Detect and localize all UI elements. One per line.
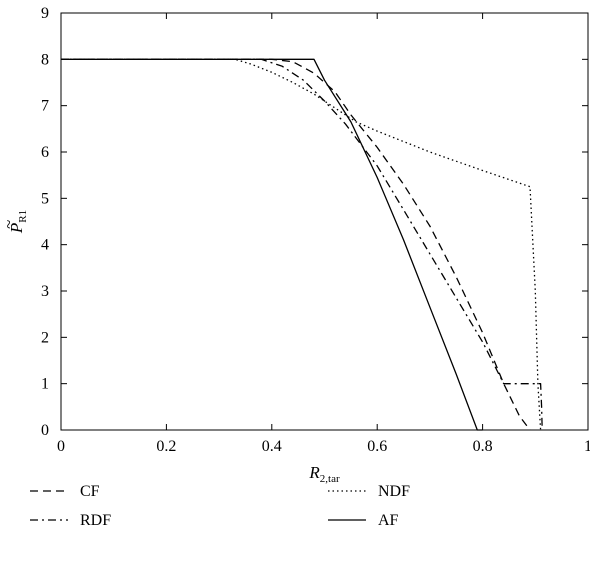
series-line-cf bbox=[61, 58, 531, 431]
y-tick-label: 1 bbox=[41, 376, 49, 393]
y-tick-label: 7 bbox=[41, 98, 49, 115]
x-tick-labels: 0 0.2 0.4 0.6 0.8 1 bbox=[57, 438, 590, 455]
y-tick-label: 5 bbox=[41, 190, 49, 207]
y-tick-label: 2 bbox=[41, 329, 49, 346]
axis-ticks-group bbox=[60, 12, 589, 431]
legend-label-ndf: NDF bbox=[378, 483, 410, 500]
x-tick-label: 0 bbox=[57, 438, 65, 455]
x-tick-label: 0.2 bbox=[156, 438, 176, 455]
series-line-rdf bbox=[61, 58, 543, 431]
svg-text:PR1: PR1 bbox=[7, 210, 29, 234]
y-axis-label: PR1 ~ bbox=[0, 210, 29, 234]
y-tick-label: 8 bbox=[41, 51, 49, 68]
legend-label-rdf: RDF bbox=[80, 512, 111, 529]
y-axis-label-sub: R1 bbox=[17, 210, 29, 223]
y-axis-label-main: P bbox=[7, 223, 26, 234]
x-axis-label: R2,tar bbox=[308, 463, 340, 485]
y-tick-label: 4 bbox=[41, 237, 49, 254]
y-tick-label: 0 bbox=[41, 422, 49, 439]
x-axis-label-main: R bbox=[308, 463, 320, 482]
series-line-af bbox=[61, 58, 483, 431]
plot-frame bbox=[60, 12, 589, 431]
plot-series-group bbox=[61, 58, 543, 431]
x-tick-label: 0.4 bbox=[262, 438, 282, 455]
y-tick-label: 6 bbox=[41, 144, 49, 161]
legend-label-af: AF bbox=[378, 512, 399, 529]
x-axis-label-sub: 2,tar bbox=[320, 473, 340, 485]
legend: CF NDF RDF AF bbox=[30, 483, 410, 529]
y-tick-labels: 0 1 2 3 4 5 6 7 8 9 bbox=[41, 5, 49, 439]
x-tick-label: 1 bbox=[584, 438, 590, 455]
y-axis-label-tilde: ~ bbox=[0, 220, 18, 229]
x-tick-label: 0.6 bbox=[367, 438, 387, 455]
x-tick-label: 0.8 bbox=[473, 438, 493, 455]
series-line-ndf bbox=[61, 58, 542, 431]
legend-label-cf: CF bbox=[80, 483, 100, 500]
y-tick-label: 9 bbox=[41, 5, 49, 22]
y-tick-label: 3 bbox=[41, 283, 49, 300]
